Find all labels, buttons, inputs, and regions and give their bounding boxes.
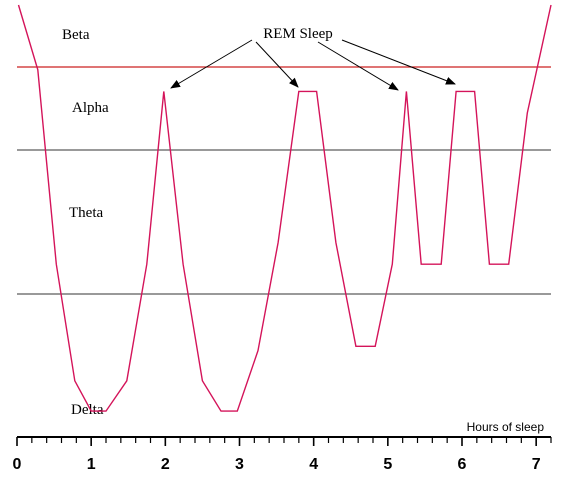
x-tick-label: 5 bbox=[383, 456, 392, 473]
stage-label-alpha: Alpha bbox=[72, 100, 109, 116]
stage-label-theta: Theta bbox=[69, 205, 103, 221]
x-axis-label: Hours of sleep bbox=[467, 420, 545, 434]
x-tick-label: 7 bbox=[532, 456, 541, 473]
x-tick-label: 4 bbox=[309, 456, 318, 473]
rem-arrow-3 bbox=[317, 41, 399, 91]
x-tick-label: 3 bbox=[235, 456, 244, 473]
x-tick-label: 1 bbox=[87, 456, 96, 473]
rem-sleep-label: REM Sleep bbox=[263, 26, 333, 42]
x-tick-label: 2 bbox=[161, 456, 170, 473]
x-axis-ticks: 0 1 2 3 4 5 6 7 bbox=[13, 437, 552, 473]
sleep-stage-curve bbox=[17, 4, 552, 412]
stage-label-beta: Beta bbox=[62, 27, 90, 43]
rem-arrow-1 bbox=[170, 39, 253, 89]
x-tick-label: 6 bbox=[458, 456, 467, 473]
stage-label-delta: Delta bbox=[71, 402, 104, 418]
rem-arrow-4 bbox=[341, 39, 456, 85]
rem-arrow-2 bbox=[255, 41, 299, 88]
x-tick-label: 0 bbox=[13, 456, 22, 473]
